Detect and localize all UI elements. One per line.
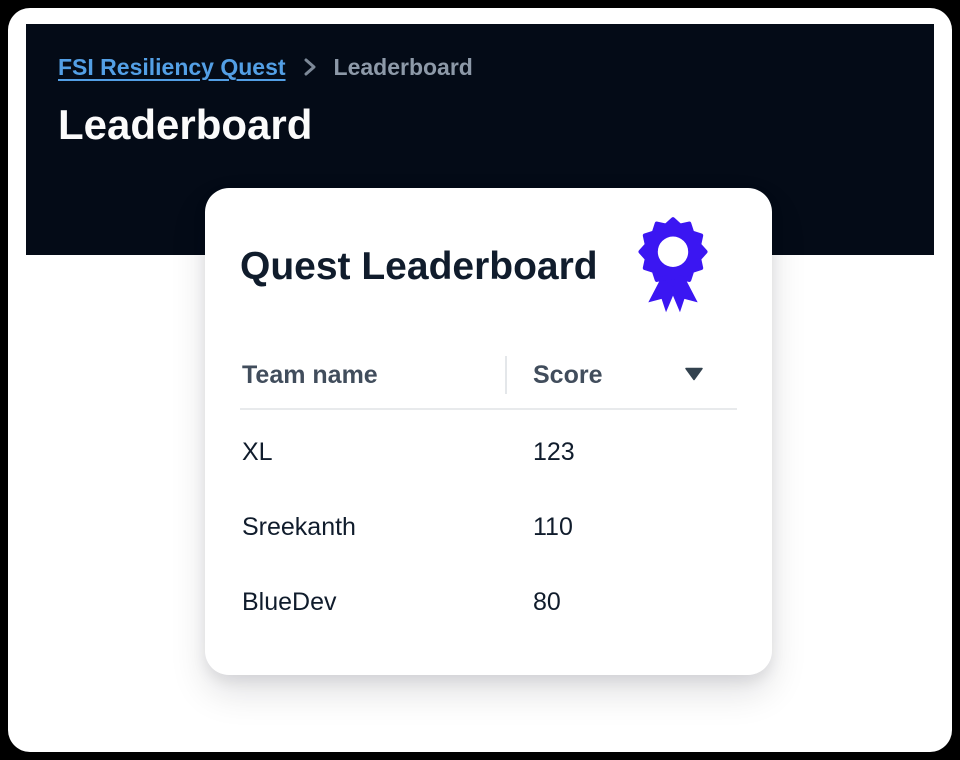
chevron-right-icon xyxy=(300,55,320,79)
team-name-cell: BlueDev xyxy=(242,588,337,616)
score-cell: 123 xyxy=(533,438,575,466)
page-title: Leaderboard xyxy=(58,101,313,148)
sort-descending-icon[interactable] xyxy=(683,366,705,387)
table-header-divider xyxy=(240,408,737,410)
team-name-cell: XL xyxy=(242,438,273,466)
table-row: XL 123 xyxy=(205,436,772,470)
leaderboard-card: Quest Leaderboard Team name Score xyxy=(205,188,772,675)
award-ribbon-icon xyxy=(635,216,711,316)
card-title: Quest Leaderboard xyxy=(240,245,598,288)
table-row: Sreekanth 110 xyxy=(205,511,772,545)
team-name-cell: Sreekanth xyxy=(242,513,356,541)
column-header-team-name: Team name xyxy=(242,361,378,389)
score-cell: 110 xyxy=(533,513,573,541)
column-header-score[interactable]: Score xyxy=(533,361,603,389)
column-divider xyxy=(505,356,507,394)
table-row: BlueDev 80 xyxy=(205,586,772,620)
score-cell: 80 xyxy=(533,588,561,616)
breadcrumb: FSI Resiliency Quest Leaderboard xyxy=(58,52,473,82)
breadcrumb-current: Leaderboard xyxy=(333,54,473,80)
breadcrumb-link-fsi-resiliency-quest[interactable]: FSI Resiliency Quest xyxy=(58,54,286,80)
app-window: FSI Resiliency Quest Leaderboard Leaderb… xyxy=(8,8,952,752)
